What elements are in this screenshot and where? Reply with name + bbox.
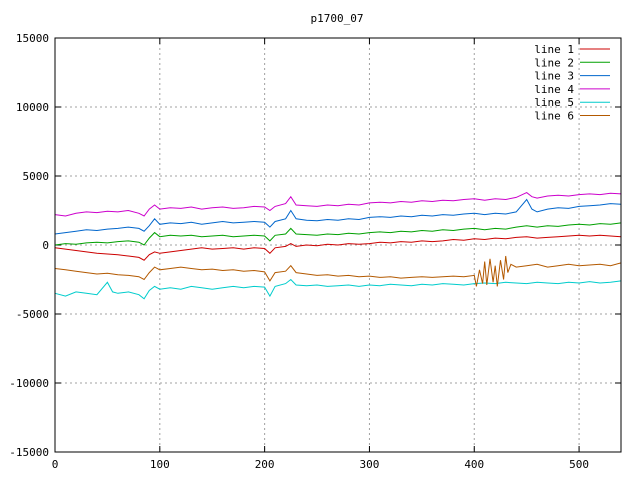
x-tick-label: 300 <box>360 458 380 471</box>
series-line-6 <box>54 255 622 287</box>
y-tick-label: 5000 <box>23 170 50 183</box>
series-line-4 <box>54 192 622 217</box>
chart-title: p1700_07 <box>311 12 364 25</box>
series-group <box>54 192 622 300</box>
x-tick-label: 500 <box>569 458 589 471</box>
y-tick-label: 10000 <box>16 101 49 114</box>
x-tick-label: 100 <box>150 458 170 471</box>
y-tick-label: 15000 <box>16 32 49 45</box>
y-tick-label: -15000 <box>9 446 49 459</box>
series-line-2 <box>54 222 622 246</box>
plot-frame <box>54 37 622 453</box>
y-tick-label: -5000 <box>16 308 49 321</box>
legend-label: line 4 <box>534 83 574 96</box>
x-tick-label: 200 <box>255 458 275 471</box>
series-line-3 <box>54 198 622 235</box>
legend-label: line 5 <box>534 96 574 109</box>
series-line-1 <box>54 234 622 261</box>
legend-label: line 1 <box>534 43 574 56</box>
series-line-5 <box>54 278 622 300</box>
legend-label: line 3 <box>534 70 574 83</box>
legend-label: line 2 <box>534 56 574 69</box>
grid-lines <box>55 38 621 452</box>
y-tick-label: 0 <box>42 239 49 252</box>
axes: -15000 -10000 -5000 0 5000 10000 15000 0 100 200 3… <box>9 32 621 471</box>
y-tick-label: -10000 <box>9 377 49 390</box>
x-tick-label: 400 <box>464 458 484 471</box>
legend-label: line 6 <box>534 110 574 123</box>
x-tick-label: 0 <box>52 458 59 471</box>
